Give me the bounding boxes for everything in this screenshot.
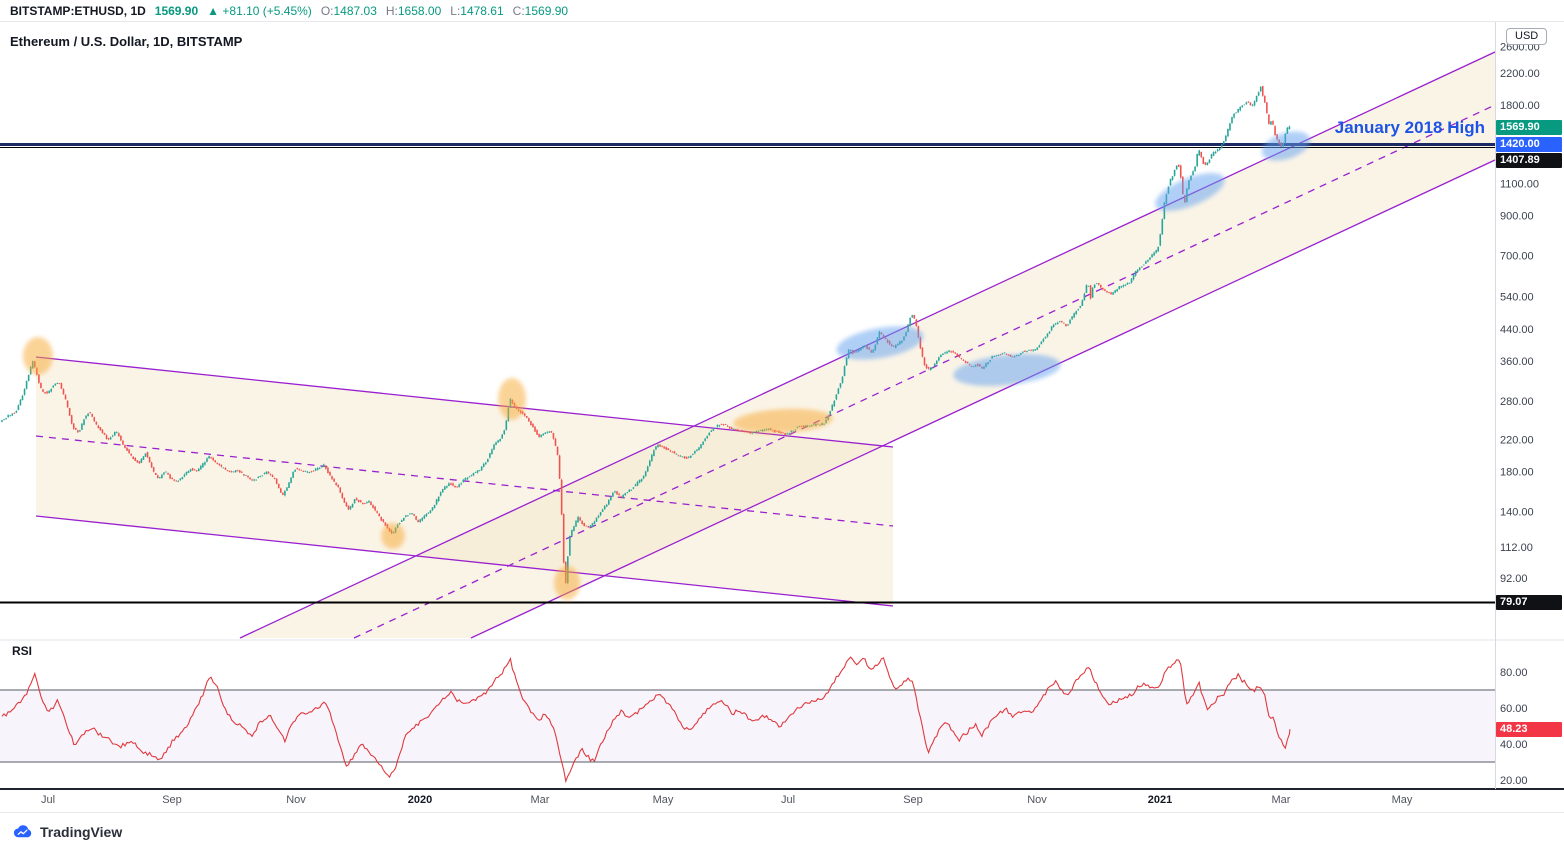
- ascending-channel-midline[interactable]: [353, 104, 1495, 639]
- change-value: +81.10 (+5.45%): [222, 3, 312, 18]
- svg-text:Sep: Sep: [162, 794, 182, 806]
- low-label: L:: [450, 3, 461, 18]
- price-chart-canvas[interactable]: 2600.002200.001800.001400.001100.00900.0…: [0, 22, 1564, 812]
- ascending-channel-line[interactable]: [470, 159, 1495, 639]
- svg-text:220.00: 220.00: [1500, 435, 1534, 447]
- svg-text:80.00: 80.00: [1500, 667, 1528, 679]
- svg-text:20.00: 20.00: [1500, 775, 1528, 787]
- svg-text:2021: 2021: [1148, 794, 1172, 806]
- highlight-ellipse-orange[interactable]: [732, 406, 833, 435]
- bottom-toolbar: TradingView: [0, 812, 1564, 850]
- svg-text:Jul: Jul: [781, 794, 795, 806]
- svg-text:540.00: 540.00: [1500, 292, 1534, 304]
- svg-text:Nov: Nov: [1027, 794, 1047, 806]
- high-label: H:: [385, 3, 398, 18]
- price-pane[interactable]: [0, 51, 1495, 639]
- chart-area: 2600.00 2200.00 1800.00 1400.00 1100.00 900.0…: [0, 22, 1564, 812]
- up-arrow-icon: ▲: [207, 3, 220, 18]
- tradingview-logo-icon: [12, 824, 33, 839]
- svg-text:May: May: [1392, 794, 1413, 806]
- tradingview-brand[interactable]: TradingView: [40, 823, 123, 840]
- highlight-ellipse-blue[interactable]: [952, 349, 1063, 390]
- svg-text:700.00: 700.00: [1500, 250, 1534, 262]
- svg-text:1400.00: 1400.00: [1500, 140, 1540, 152]
- svg-text:360.00: 360.00: [1500, 356, 1534, 368]
- svg-text:Mar: Mar: [1272, 794, 1291, 806]
- svg-text:180.00: 180.00: [1500, 466, 1534, 478]
- svg-text:2020: 2020: [408, 794, 432, 806]
- close-value: C:1569.90: [512, 3, 569, 18]
- highlight-ellipse-orange[interactable]: [381, 523, 405, 549]
- svg-text:Nov: Nov: [286, 794, 306, 806]
- svg-text:Mar: Mar: [531, 794, 550, 806]
- svg-text:112.00: 112.00: [1500, 542, 1533, 554]
- highlight-ellipse-blue[interactable]: [1150, 165, 1229, 219]
- svg-text:92.00: 92.00: [1500, 573, 1528, 585]
- descending-channel-line[interactable]: [35, 515, 894, 607]
- svg-text:440.00: 440.00: [1500, 324, 1534, 336]
- highlight-ellipse-orange[interactable]: [498, 378, 526, 420]
- svg-text:280.00: 280.00: [1500, 396, 1534, 408]
- highlight-ellipse-orange[interactable]: [554, 566, 580, 600]
- rsi-indicator-label[interactable]: RSI: [12, 644, 33, 658]
- svg-text:140.00: 140.00: [1500, 506, 1534, 518]
- svg-text:1100.00: 1100.00: [1500, 178, 1539, 190]
- time-axis[interactable]: Jul Sep Nov 2020 Mar May Jul Sep Nov 2021 Mar May: [41, 794, 1413, 806]
- svg-text:Sep: Sep: [903, 794, 923, 806]
- rsi-line[interactable]: [1, 656, 1291, 784]
- rsi-band-fill: [0, 690, 1495, 762]
- price-change: ▲ +81.10 (+5.45%): [207, 4, 312, 18]
- high-value: H:1658.00: [385, 3, 442, 18]
- january-2018-high-label[interactable]: January 2018 High: [1334, 118, 1485, 137]
- svg-text:May: May: [653, 794, 674, 806]
- chart-legend[interactable]: Ethereum / U.S. Dollar, 1D, BITSTAMP: [10, 34, 243, 49]
- svg-text:Jul: Jul: [41, 794, 55, 806]
- close-label: C:: [512, 3, 525, 18]
- last-price: 1569.90: [154, 3, 199, 18]
- low-value: L:1478.61: [450, 3, 504, 18]
- open-label: O:: [320, 3, 334, 18]
- symbol-title[interactable]: BITSTAMP:ETHUSD, 1D: [10, 3, 146, 18]
- svg-text:60.00: 60.00: [1500, 703, 1528, 715]
- svg-text:40.00: 40.00: [1500, 739, 1528, 751]
- svg-text:2200.00: 2200.00: [1500, 68, 1540, 80]
- descending-channel-midline[interactable]: [35, 435, 894, 527]
- open-value: O:1487.03: [320, 3, 377, 18]
- svg-text:900.00: 900.00: [1500, 210, 1534, 222]
- highlight-ellipse-blue[interactable]: [834, 321, 926, 366]
- chart-header-bar: BITSTAMP:ETHUSD, 1D 1569.90 ▲ +81.10 (+5…: [0, 0, 1564, 22]
- price-axis[interactable]: 2600.002200.001800.001400.001100.00900.0…: [1500, 42, 1540, 787]
- highlight-ellipse-blue[interactable]: [1258, 126, 1314, 166]
- svg-text:1800.00: 1800.00: [1500, 100, 1540, 112]
- highlight-ellipse-orange[interactable]: [23, 337, 53, 375]
- currency-toggle-button[interactable]: USD: [1506, 28, 1548, 45]
